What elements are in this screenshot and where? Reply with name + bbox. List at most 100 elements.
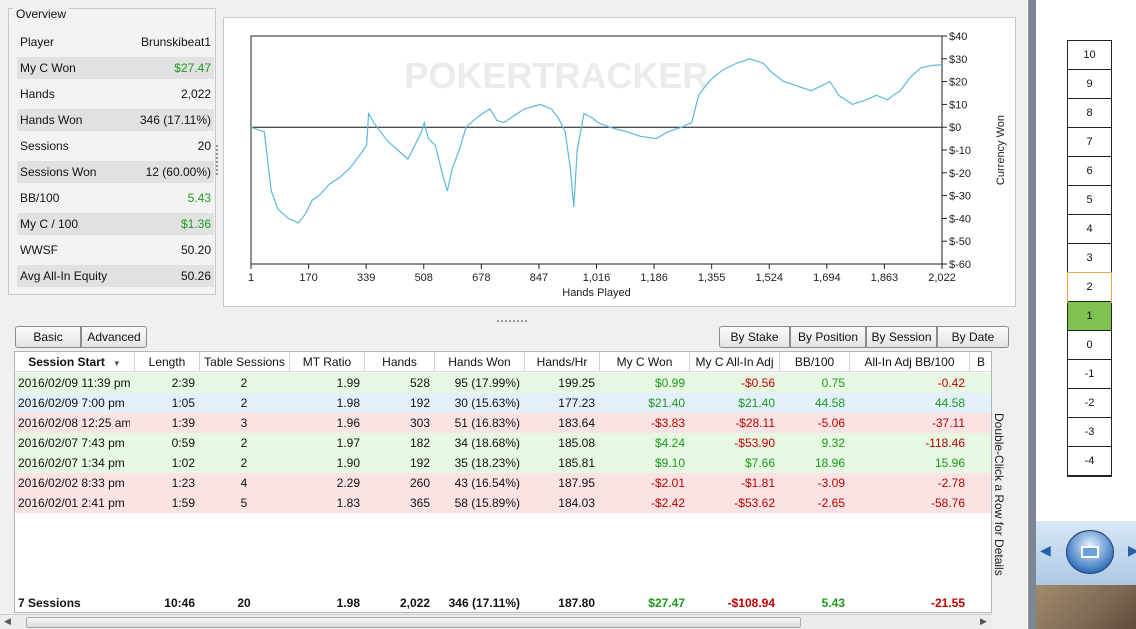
- profit-series-line: [250, 58, 943, 224]
- column-header[interactable]: All-In Adj BB/100: [850, 352, 970, 372]
- table-cell: -$0.56: [740, 376, 775, 390]
- table-row[interactable]: 2016/02/07 7:43 pm 0:59 2 1.97 182 34 (18.68%…: [15, 433, 991, 453]
- table-row[interactable]: 2016/02/09 7:00 pm 1:05 2 1.98 192 30 (15.63%…: [15, 393, 991, 413]
- table-cell: -$28.11: [735, 416, 775, 430]
- overview-row: Avg All-In Equity 50.26: [17, 265, 214, 287]
- overview-row: My C Won $27.47: [17, 57, 214, 79]
- screen-icon: [1081, 546, 1099, 558]
- horizontal-scrollbar[interactable]: ◀ ▶: [0, 614, 992, 629]
- overview-value: 346 (17.11%): [139, 113, 211, 127]
- column-header[interactable]: Hands Won: [435, 352, 525, 372]
- table-row[interactable]: 2016/02/09 11:39 pm 2:39 2 1.99 528 95 (17.99…: [15, 373, 991, 393]
- scale-level[interactable]: 6: [1068, 157, 1111, 186]
- scale-level[interactable]: -3: [1068, 418, 1111, 447]
- overview-value: 2,022: [180, 87, 211, 101]
- x-tick-label: 678: [472, 272, 490, 284]
- table-cell: -2.65: [817, 496, 845, 510]
- table-cell: 0:59: [171, 436, 195, 450]
- sort-desc-icon: ▼: [112, 359, 121, 368]
- overview-label: Sessions Won: [20, 165, 97, 179]
- vertical-splitter-grip[interactable]: [216, 145, 219, 175]
- scale-level[interactable]: -2: [1068, 389, 1111, 418]
- column-header[interactable]: Length: [135, 352, 200, 372]
- toggle-by-session[interactable]: By Session: [866, 326, 937, 348]
- table-cell: -$108.94: [727, 596, 775, 610]
- scale-level[interactable]: 7: [1068, 128, 1111, 157]
- toggle-by-stake[interactable]: By Stake: [719, 326, 790, 348]
- toggle-by-date[interactable]: By Date: [937, 326, 1009, 348]
- column-header[interactable]: Table Sessions: [200, 352, 290, 372]
- poker-tracker-window: Overview Player Brunskibeat1 My C Won $27.4…: [0, 0, 1029, 629]
- x-tick-label: 2,022: [928, 272, 956, 284]
- scroll-left-arrow-icon[interactable]: ◀: [4, 616, 11, 626]
- toggle-by-position[interactable]: By Position: [790, 326, 866, 348]
- table-row[interactable]: 2016/02/02 8:33 pm 1:23 4 2.29 260 43 (16.54%…: [15, 473, 991, 493]
- taskbar-left-arrow-icon[interactable]: ◀: [1040, 542, 1051, 558]
- scale-level[interactable]: 4: [1068, 215, 1111, 244]
- sessions-table: Session Start ▼ Length Table Sessions MT Rat…: [14, 351, 992, 613]
- scale-level[interactable]: 0: [1068, 331, 1111, 360]
- column-header-label: Session Start: [28, 355, 105, 369]
- toggle-basic[interactable]: Basic: [15, 326, 81, 348]
- scale-level[interactable]: -1: [1068, 360, 1111, 389]
- overview-label: Hands: [20, 87, 55, 101]
- table-cell: 183.64: [558, 416, 595, 430]
- table-cell: 4: [240, 476, 248, 490]
- table-cell: 185.08: [558, 436, 595, 450]
- table-row[interactable]: 2016/02/08 12:25 am 1:39 3 1.96 303 51 (16.83…: [15, 413, 991, 433]
- table-cell: 1.90: [336, 456, 360, 470]
- x-tick-label: 1: [248, 272, 254, 284]
- taskbar-right-arrow-icon[interactable]: ▶: [1128, 542, 1136, 558]
- column-header-label: Hands: [382, 355, 417, 369]
- table-row[interactable]: 2016/02/01 2:41 pm 1:59 5 1.83 365 58 (15.89%…: [15, 493, 991, 513]
- column-header[interactable]: Hands/Hr: [525, 352, 600, 372]
- table-cell: 2: [240, 436, 248, 450]
- table-row[interactable]: 2016/02/07 1:34 pm 1:02 2 1.90 192 35 (18.23%…: [15, 453, 991, 473]
- y-tick-label: $-60: [949, 259, 971, 271]
- scale-level[interactable]: 9: [1068, 70, 1111, 99]
- toggle-advanced[interactable]: Advanced: [81, 326, 147, 348]
- column-header[interactable]: Session Start ▼: [15, 352, 135, 372]
- overview-value: $27.47: [174, 61, 211, 75]
- scale-level[interactable]: 8: [1068, 99, 1111, 128]
- column-header[interactable]: My C All-In Adj: [690, 352, 780, 372]
- horizontal-splitter-grip[interactable]: [497, 320, 527, 323]
- scale-level[interactable]: 5: [1068, 186, 1111, 215]
- column-header[interactable]: My C Won: [600, 352, 690, 372]
- overview-value: Brunskibeat1: [140, 35, 211, 49]
- x-tick-label: 1,863: [871, 272, 899, 284]
- table-cell: 192: [409, 396, 430, 410]
- overview-label: Sessions: [20, 139, 69, 153]
- scrollbar-thumb[interactable]: [26, 617, 801, 628]
- scale-level[interactable]: 3: [1068, 244, 1111, 273]
- scale-level[interactable]: -4: [1068, 447, 1111, 476]
- table-cell: 185.81: [558, 456, 595, 470]
- column-header[interactable]: MT Ratio: [290, 352, 365, 372]
- table-cell: -$2.42: [650, 496, 685, 510]
- column-header-label: My C Won: [616, 355, 673, 369]
- table-cell: -21.55: [930, 596, 965, 610]
- taskbar-button[interactable]: [1066, 530, 1114, 574]
- table-cell: 1.96: [336, 416, 360, 430]
- table-cell: -0.42: [937, 376, 965, 390]
- table-cell: -5.06: [817, 416, 845, 430]
- y-tick-label: $10: [949, 99, 967, 111]
- scale-level[interactable]: 10: [1068, 41, 1111, 70]
- table-cell: -2.78: [937, 476, 965, 490]
- scroll-right-arrow-icon[interactable]: ▶: [980, 616, 987, 626]
- column-header[interactable]: Hands: [365, 352, 435, 372]
- table-cell: $21.40: [738, 396, 775, 410]
- overview-row: My C / 100 $1.36: [17, 213, 214, 235]
- table-cell: 1.98: [336, 396, 360, 410]
- table-cell: 2: [240, 396, 248, 410]
- column-header-label: BB/100: [794, 355, 835, 369]
- column-header[interactable]: BB/100: [780, 352, 850, 372]
- scale-level[interactable]: 1: [1068, 302, 1111, 331]
- scale-level[interactable]: 2: [1067, 272, 1112, 303]
- column-header-label: All-In Adj BB/100: [864, 355, 955, 369]
- column-header[interactable]: B: [970, 352, 991, 372]
- table-cell: 1.98: [336, 596, 360, 610]
- overview-label: My C / 100: [20, 217, 79, 231]
- overview-label: Hands Won: [20, 113, 83, 127]
- table-cell: 365: [409, 496, 430, 510]
